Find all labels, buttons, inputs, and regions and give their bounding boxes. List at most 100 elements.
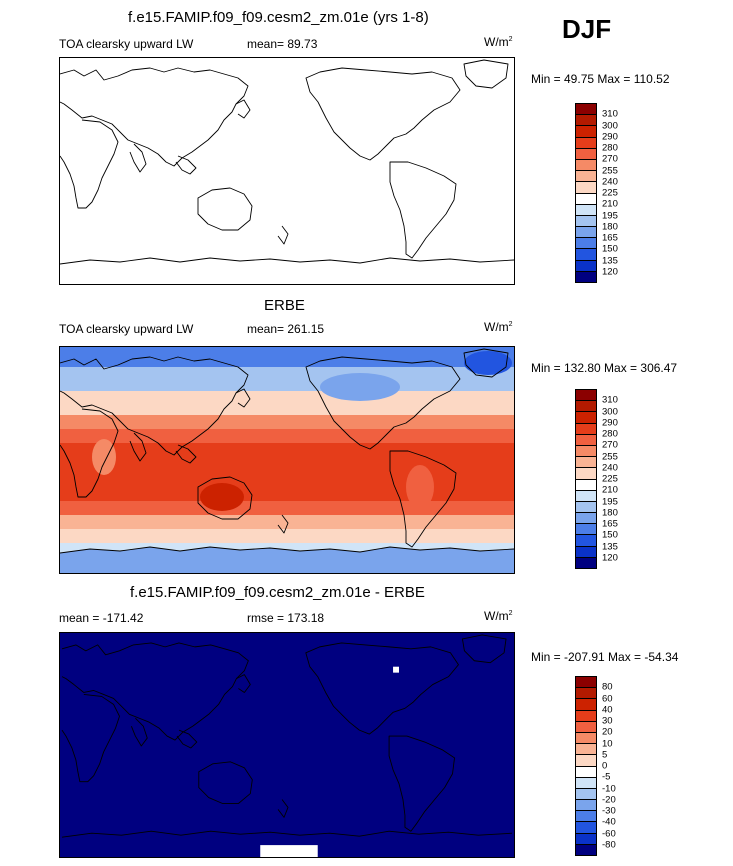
colorbar-1-swatch bbox=[576, 104, 596, 116]
colorbar-3-tick-label: 20 bbox=[602, 726, 613, 738]
coast-africa bbox=[60, 119, 119, 209]
colorbar-1-swatch bbox=[576, 137, 596, 149]
coast-namerica bbox=[305, 67, 461, 161]
colorbar-2-swatch bbox=[576, 501, 596, 514]
panel1-coastlines bbox=[60, 59, 514, 265]
colorbar-3-tick-label: 80 bbox=[602, 681, 613, 693]
colorbar-3-swatch bbox=[576, 699, 596, 711]
panel3-minmax: Min = -207.91 Max = -54.34 bbox=[531, 650, 679, 664]
colorbar-1-swatch bbox=[576, 249, 596, 261]
colorbar-3 bbox=[575, 676, 597, 856]
colorbar-1-tick-label: 240 bbox=[602, 176, 618, 188]
panel3-units: W/m2 bbox=[484, 609, 513, 623]
colorbar-3-tick-label: 40 bbox=[602, 704, 613, 716]
coast-seasia bbox=[175, 155, 197, 175]
colorbar-2-tick-label: 280 bbox=[602, 428, 618, 440]
panel1-minmax: Min = 49.75 Max = 110.52 bbox=[531, 72, 670, 86]
colorbar-3-tick-label: 10 bbox=[602, 738, 613, 749]
colorbar-3-tick-label: -60 bbox=[602, 828, 616, 839]
colorbar-2 bbox=[575, 389, 597, 569]
colorbar-3-tick-label: 60 bbox=[602, 693, 613, 704]
colorbar-3-tick-label: -40 bbox=[602, 816, 616, 828]
colorbar-3-tick-label: 0 bbox=[602, 760, 608, 772]
panel1-units: W/m2 bbox=[484, 35, 513, 49]
colorbar-3-swatch bbox=[576, 677, 596, 689]
colorbar-2-tick-label: 180 bbox=[602, 507, 618, 519]
colorbar-3-tick-label: 30 bbox=[602, 715, 613, 727]
colorbar-3-swatch bbox=[576, 822, 596, 834]
colorbar-1-swatch bbox=[576, 159, 596, 172]
coast-eurasia bbox=[60, 67, 249, 167]
panel1-mean: mean= 89.73 bbox=[247, 37, 318, 51]
colorbar-3-tick-label: -80 bbox=[602, 839, 616, 851]
colorbar-1-swatch bbox=[576, 271, 596, 282]
colorbar-3-tick-label: -20 bbox=[602, 794, 616, 806]
colorbar-3-swatch bbox=[576, 833, 596, 845]
panel3-mean: mean = -171.42 bbox=[59, 611, 144, 625]
panel3-rmse: rmse = 173.18 bbox=[247, 611, 325, 625]
panel1-variable: TOA clearsky upward LW bbox=[59, 37, 194, 51]
colorbar-1-tick-label: 270 bbox=[602, 153, 618, 165]
coast-greenland bbox=[463, 59, 509, 89]
colorbar-1-tick-label: 255 bbox=[602, 165, 618, 176]
colorbar-2-swatch bbox=[576, 557, 596, 568]
colorbar-1-swatch bbox=[576, 260, 596, 272]
colorbar-2-tick-label: 120 bbox=[602, 552, 618, 564]
colorbar-1-swatch bbox=[576, 227, 596, 239]
colorbar-2-tick-label: 290 bbox=[602, 417, 618, 429]
colorbar-3-swatch bbox=[576, 844, 596, 855]
colorbar-1-swatch bbox=[576, 171, 596, 183]
colorbar-3-swatch bbox=[576, 744, 596, 756]
colorbar-1-tick-label: 310 bbox=[602, 108, 618, 120]
colorbar-1-tick-label: 290 bbox=[602, 131, 618, 143]
colorbar-2-swatch bbox=[576, 423, 596, 435]
colorbar-1-swatch bbox=[576, 215, 596, 228]
colorbar-2-swatch bbox=[576, 434, 596, 446]
colorbar-2-tick-label: 165 bbox=[602, 518, 618, 530]
colorbar-2-swatch bbox=[576, 546, 596, 558]
colorbar-2-swatch bbox=[576, 457, 596, 469]
colorbar-1-tick-label: 225 bbox=[602, 187, 618, 199]
coast-antarctica bbox=[60, 257, 514, 265]
panel2-units: W/m2 bbox=[484, 320, 513, 334]
colorbar-2-tick-label: 210 bbox=[602, 484, 618, 496]
colorbar-1-swatch bbox=[576, 238, 596, 250]
colorbar-2-swatch bbox=[576, 513, 596, 525]
panel2-mean: mean= 261.15 bbox=[247, 322, 325, 336]
colorbar-2-swatch bbox=[576, 524, 596, 536]
colorbar-3-swatch bbox=[576, 766, 596, 778]
season-label: DJF bbox=[562, 14, 612, 44]
colorbar-1-tick-label: 135 bbox=[602, 255, 618, 266]
colorbar-2-tick-label: 270 bbox=[602, 439, 618, 451]
colorbar-2-swatch bbox=[576, 479, 596, 491]
colorbar-3-swatch bbox=[576, 755, 596, 767]
colorbar-3-swatch bbox=[576, 732, 596, 745]
colorbar-3-swatch bbox=[576, 688, 596, 700]
panel2-title: ERBE bbox=[264, 297, 305, 314]
colorbar-3-swatch bbox=[576, 800, 596, 812]
colorbar-2-swatch bbox=[576, 390, 596, 402]
colorbar-1-swatch bbox=[576, 182, 596, 194]
colorbar-3-swatch bbox=[576, 721, 596, 733]
colorbar-2-tick-label: 195 bbox=[602, 496, 618, 507]
colorbar-2-tick-label: 300 bbox=[602, 406, 618, 417]
panel1-map bbox=[59, 57, 515, 285]
colorbar-3-tick-label: -5 bbox=[602, 771, 611, 783]
colorbar-2-tick-label: 310 bbox=[602, 394, 618, 406]
colorbar-2-swatch bbox=[576, 535, 596, 547]
colorbar-1-swatch bbox=[576, 126, 596, 138]
colorbar-2-swatch bbox=[576, 468, 596, 480]
colorbar-1-tick-label: 150 bbox=[602, 243, 618, 255]
colorbar-1 bbox=[575, 103, 597, 283]
colorbar-1-tick-label: 280 bbox=[602, 142, 618, 154]
panel1-title: f.e15.FAMIP.f09_f09.cesm2_zm.01e (yrs 1-… bbox=[128, 9, 429, 26]
colorbar-2-swatch bbox=[576, 401, 596, 413]
colorbar-3-swatch bbox=[576, 710, 596, 722]
panel2-variable: TOA clearsky upward LW bbox=[59, 322, 194, 336]
colorbar-3-tick-label: 5 bbox=[602, 749, 608, 761]
colorbar-1-swatch bbox=[576, 204, 596, 216]
colorbar-1-tick-label: 300 bbox=[602, 120, 618, 131]
colorbar-2-tick-label: 150 bbox=[602, 529, 618, 541]
panel2-minmax: Min = 132.80 Max = 306.47 bbox=[531, 361, 678, 375]
colorbar-1-tick-label: 120 bbox=[602, 266, 618, 278]
